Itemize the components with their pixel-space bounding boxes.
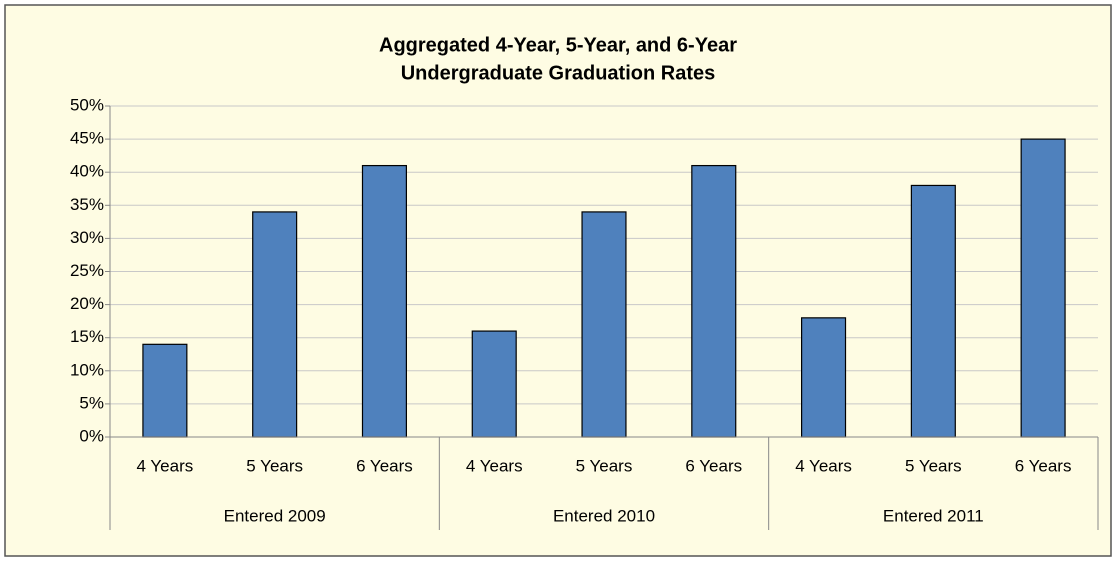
y-tick-label: 15%	[70, 327, 104, 346]
x-tick-label: 4 Years	[795, 456, 852, 475]
y-tick-label: 10%	[70, 360, 104, 379]
y-tick-label: 45%	[70, 129, 104, 148]
bar	[471, 330, 517, 438]
y-tick-label: 5%	[79, 393, 104, 412]
group-label: Entered 2011	[883, 506, 984, 525]
group-label: Entered 2010	[553, 506, 655, 525]
x-tick-label: 4 Years	[137, 456, 194, 475]
y-tick-label: 20%	[70, 294, 104, 313]
group-label: Entered 2009	[224, 506, 326, 525]
x-tick-label: 6 Years	[1015, 456, 1072, 475]
bar	[1020, 138, 1066, 438]
bar	[142, 343, 188, 438]
x-tick-label: 5 Years	[905, 456, 962, 475]
bar	[691, 164, 737, 438]
bar	[910, 184, 956, 438]
y-tick-label: 50%	[70, 95, 104, 114]
x-tick-label: 4 Years	[466, 456, 523, 475]
x-tick-label: 6 Years	[685, 456, 742, 475]
y-tick-label: 40%	[70, 162, 104, 181]
y-tick-label: 0%	[79, 426, 104, 445]
bar	[581, 211, 627, 438]
bar	[361, 164, 408, 438]
bar	[252, 211, 298, 438]
bar	[800, 317, 847, 438]
y-tick-label: 35%	[70, 195, 104, 214]
chart-title: Undergraduate Graduation Rates	[401, 62, 716, 84]
x-tick-label: 6 Years	[356, 456, 413, 475]
y-tick-label: 25%	[70, 261, 104, 280]
x-tick-label: 5 Years	[246, 456, 303, 475]
x-tick-label: 5 Years	[576, 456, 633, 475]
chart-title: Aggregated 4-Year, 5-Year, and 6-Year	[379, 34, 737, 56]
y-tick-label: 30%	[70, 228, 104, 247]
